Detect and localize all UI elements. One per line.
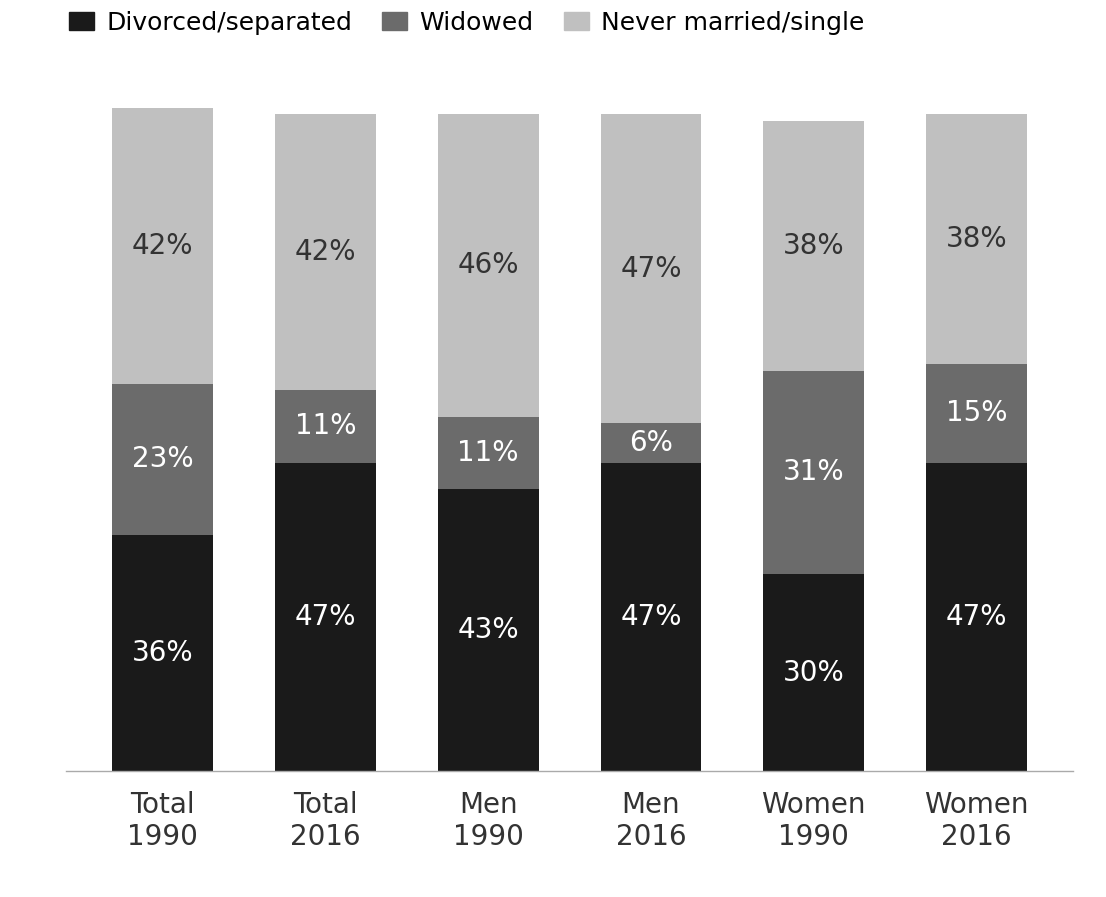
Bar [275,114,376,390]
Text: 11%: 11% [294,413,356,440]
Bar [112,384,213,535]
Text: 6%: 6% [629,429,672,457]
Bar [763,370,864,574]
Text: 47%: 47% [946,603,1008,631]
Bar [601,114,701,423]
Bar [275,463,376,771]
Bar [438,114,539,416]
Bar [438,416,539,489]
Text: 42%: 42% [294,239,356,266]
Text: 47%: 47% [294,603,356,631]
Text: 38%: 38% [783,231,845,259]
Bar [112,535,213,771]
Bar [438,489,539,771]
Text: 47%: 47% [620,603,681,631]
Bar [601,463,701,771]
Text: 38%: 38% [946,225,1008,253]
Text: 31%: 31% [783,458,845,486]
Bar [926,364,1027,463]
Text: 47%: 47% [620,255,681,283]
Text: 23%: 23% [132,445,194,474]
Bar [763,121,864,370]
Text: 15%: 15% [946,399,1008,427]
Bar [763,574,864,771]
Text: 11%: 11% [458,439,519,466]
Legend: Divorced/separated, Widowed, Never married/single: Divorced/separated, Widowed, Never marri… [59,1,875,45]
Bar [601,423,701,463]
Bar [926,463,1027,771]
Text: 36%: 36% [132,640,194,667]
Bar [112,108,213,384]
Text: 42%: 42% [132,231,194,259]
Text: 43%: 43% [458,616,519,644]
Text: 46%: 46% [458,251,519,279]
Bar [926,114,1027,364]
Text: 30%: 30% [783,658,845,687]
Bar [275,390,376,463]
